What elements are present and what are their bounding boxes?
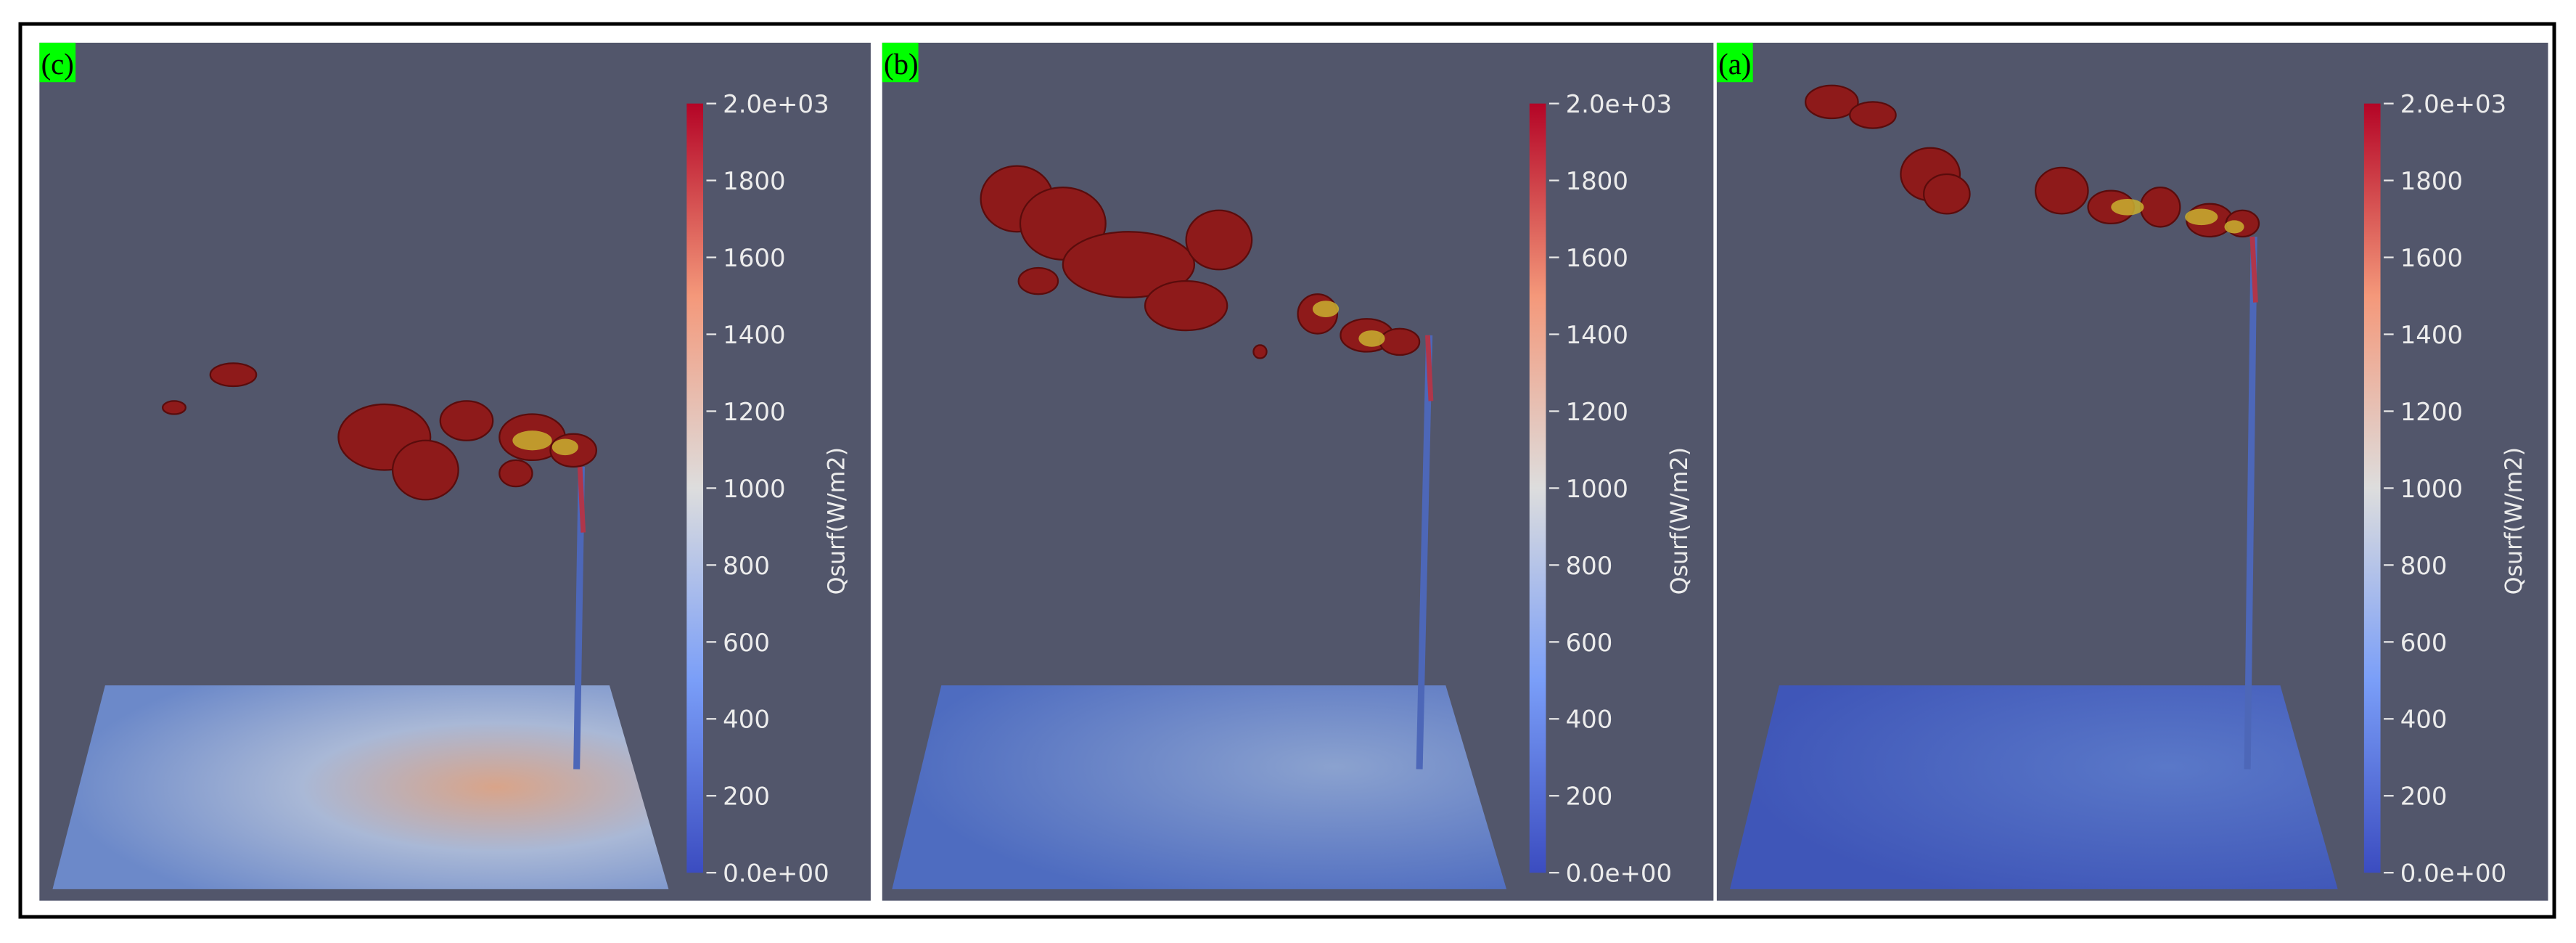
plume-stack <box>2244 236 2257 769</box>
colorbar-tick-label: 1200 <box>723 398 785 427</box>
panel: (a) 0.0e+00 200 400 600 800 1000 1200 1400 1600 18… <box>1716 42 2548 901</box>
panel: (c) 0.0e+00 200 400 600 800 1000 1200 1400 1600 18… <box>39 42 871 901</box>
colorbar-tick-label: 400 <box>2400 706 2448 735</box>
colorbar-tick-label: 1200 <box>1566 398 1628 427</box>
colorbar <box>2363 103 2381 873</box>
colorbar-tick-label: 0.0e+00 <box>723 860 829 889</box>
plume-hot <box>2224 220 2244 234</box>
plume-hot <box>551 438 578 456</box>
panel-label: (b) <box>884 48 919 81</box>
plume-blob <box>1923 173 1971 215</box>
colorbar-tick-label: 1600 <box>723 244 785 273</box>
panel-label-box <box>882 42 919 83</box>
ground-plane <box>1729 685 2338 889</box>
plume-blob <box>1017 266 1059 295</box>
colorbar-tick-label: 400 <box>1566 706 1613 735</box>
plume-hot <box>2185 208 2218 226</box>
plume-blob <box>1849 101 1897 129</box>
colorbar-tick-label: 1800 <box>2400 167 2463 196</box>
plume-blob <box>499 459 533 488</box>
panel-label: (c) <box>41 48 74 81</box>
plume-stack-top <box>577 466 586 533</box>
colorbar-tick-label: 1800 <box>723 167 785 196</box>
plume-blob <box>2139 186 2181 228</box>
plume-blob <box>391 439 459 501</box>
colorbar-tick-label: 600 <box>2400 629 2448 658</box>
plume-blob <box>2034 166 2089 215</box>
colorbar <box>686 103 703 873</box>
colorbar-tick-label: 1400 <box>1566 321 1628 350</box>
colorbar-tick-label: 2.0e+03 <box>723 90 829 119</box>
plume-hot <box>1312 301 1340 317</box>
plume-stack <box>1416 335 1433 769</box>
plume-blob <box>162 400 186 415</box>
ground-plane <box>892 685 1507 889</box>
colorbar-tick-label: 1800 <box>1566 167 1628 196</box>
colorbar <box>1529 103 1546 873</box>
plume-blob <box>1144 280 1228 332</box>
colorbar-tick-label: 1200 <box>2400 398 2463 427</box>
colorbar-tick-label: 2.0e+03 <box>1566 90 1673 119</box>
panel-label-box <box>1716 42 1753 83</box>
colorbar-tick-label: 200 <box>1566 783 1613 812</box>
colorbar-tick-label: 1600 <box>1566 244 1628 273</box>
colorbar-tick-label: 800 <box>1566 552 1613 581</box>
colorbar-tick-label: 600 <box>1566 629 1613 658</box>
plume-blob <box>439 400 494 441</box>
panel: (b) 0.0e+00 200 400 600 800 1000 1200 1400 1600 18… <box>882 42 1714 901</box>
colorbar-title: Qsurf(W/m2) <box>1667 447 1693 595</box>
ground-plane <box>52 685 669 889</box>
colorbar-tick-label: 1600 <box>2400 244 2463 273</box>
plume-blob <box>1185 209 1253 271</box>
colorbar-tick-label: 200 <box>2400 783 2448 812</box>
colorbar-tick-label: 2.0e+03 <box>2400 90 2507 119</box>
plume-blob <box>1379 327 1421 356</box>
colorbar-tick-label: 0.0e+00 <box>2400 860 2507 889</box>
plume-stack-top <box>2249 236 2258 303</box>
colorbar-tick-label: 1000 <box>2400 475 2463 504</box>
colorbar-tick-label: 1400 <box>2400 321 2463 350</box>
colorbar-title: Qsurf(W/m2) <box>824 447 850 595</box>
plume-hot <box>2111 198 2144 216</box>
colorbar-tick-label: 800 <box>723 552 770 581</box>
plume-blob <box>209 362 258 388</box>
plume-blob <box>1805 84 1859 120</box>
colorbar-tick-label: 800 <box>2400 552 2448 581</box>
colorbar-tick-label: 1400 <box>723 321 785 350</box>
colorbar-tick-label: 200 <box>723 783 770 812</box>
colorbar-tick-label: 400 <box>723 706 770 735</box>
plume-blob <box>1062 231 1196 298</box>
panel-label: (a) <box>1718 48 1751 81</box>
colorbar-tick-label: 600 <box>723 629 770 658</box>
plume-blob <box>1252 344 1268 359</box>
colorbar-tick-label: 0.0e+00 <box>1566 860 1673 889</box>
plume-stack-top <box>1425 335 1434 401</box>
plume-hot <box>512 430 552 451</box>
colorbar-tick-label: 1000 <box>1566 475 1628 504</box>
panel-label-box <box>39 42 76 83</box>
colorbar-title: Qsurf(W/m2) <box>2501 447 2527 595</box>
plume-hot <box>1358 330 1385 347</box>
colorbar-tick-label: 1000 <box>723 475 785 504</box>
